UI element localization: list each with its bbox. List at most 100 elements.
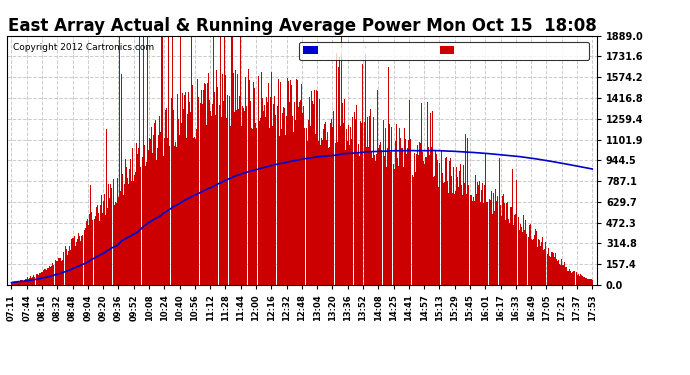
Bar <box>172 36 173 285</box>
Bar <box>228 120 229 285</box>
Bar <box>297 80 298 285</box>
Bar <box>580 274 581 285</box>
Bar <box>72 238 74 285</box>
Bar <box>483 203 484 285</box>
Bar <box>108 184 109 285</box>
Bar <box>241 126 242 285</box>
Bar <box>475 174 476 285</box>
Bar <box>358 144 359 285</box>
Bar <box>252 129 253 285</box>
Bar <box>84 230 86 285</box>
Bar <box>279 136 280 285</box>
Bar <box>496 201 497 285</box>
Bar <box>80 241 81 285</box>
Bar <box>443 183 444 285</box>
Bar <box>31 278 32 285</box>
Bar <box>242 106 243 285</box>
Bar <box>506 202 508 285</box>
Bar <box>559 264 560 285</box>
Bar <box>200 103 201 285</box>
Bar <box>144 146 145 285</box>
Bar <box>281 129 282 285</box>
Bar <box>368 147 369 285</box>
Bar <box>350 126 351 285</box>
Bar <box>579 276 580 285</box>
Bar <box>33 275 34 285</box>
Bar <box>119 36 120 285</box>
Bar <box>17 282 18 285</box>
Bar <box>170 110 171 285</box>
Bar <box>438 187 439 285</box>
Bar <box>351 139 352 285</box>
Bar <box>566 267 567 285</box>
Bar <box>491 191 492 285</box>
Bar <box>502 196 503 285</box>
Bar <box>52 265 54 285</box>
Bar <box>198 97 199 285</box>
Bar <box>430 113 431 285</box>
Bar <box>525 220 526 285</box>
Bar <box>150 130 151 285</box>
Bar <box>361 123 362 285</box>
Bar <box>272 126 273 285</box>
Bar <box>521 227 522 285</box>
Bar <box>561 259 562 285</box>
Bar <box>330 123 331 285</box>
Bar <box>315 134 316 285</box>
Bar <box>34 276 35 285</box>
Bar <box>557 260 558 285</box>
Bar <box>210 111 211 285</box>
Bar <box>125 159 126 285</box>
Bar <box>12 282 13 285</box>
Bar <box>533 239 534 285</box>
Bar <box>179 92 181 285</box>
Bar <box>480 202 481 285</box>
Bar <box>205 84 206 285</box>
Bar <box>23 280 25 285</box>
Bar <box>299 102 300 285</box>
Bar <box>326 140 327 285</box>
Bar <box>87 219 88 285</box>
Bar <box>94 213 95 285</box>
Bar <box>474 201 475 285</box>
Bar <box>410 139 411 285</box>
Bar <box>421 172 422 285</box>
Bar <box>237 124 239 285</box>
Bar <box>493 193 494 285</box>
Bar <box>217 36 219 285</box>
Bar <box>531 239 532 285</box>
Bar <box>181 123 182 285</box>
Bar <box>295 140 297 285</box>
Bar <box>543 250 544 285</box>
Bar <box>394 169 395 285</box>
Bar <box>425 157 426 285</box>
Bar <box>349 145 350 285</box>
Bar <box>356 105 357 285</box>
Bar <box>489 199 491 285</box>
Bar <box>422 152 423 285</box>
Title: East Array Actual & Running Average Power Mon Oct 15  18:08: East Array Actual & Running Average Powe… <box>8 18 596 36</box>
Bar <box>413 177 414 285</box>
Bar <box>137 153 138 285</box>
Bar <box>39 273 40 285</box>
Bar <box>550 257 551 285</box>
Bar <box>512 169 513 285</box>
Bar <box>153 135 154 285</box>
Bar <box>167 138 168 285</box>
Bar <box>423 161 424 285</box>
Bar <box>509 224 510 285</box>
Bar <box>538 238 540 285</box>
Bar <box>78 232 79 285</box>
Bar <box>513 225 514 285</box>
Bar <box>112 206 113 285</box>
Bar <box>520 224 521 285</box>
Bar <box>133 181 135 285</box>
Bar <box>388 67 389 285</box>
Bar <box>229 96 230 285</box>
Bar <box>64 251 66 285</box>
Bar <box>278 80 279 285</box>
Bar <box>306 128 307 285</box>
Bar <box>59 258 60 285</box>
Bar <box>446 157 447 285</box>
Bar <box>472 201 473 285</box>
